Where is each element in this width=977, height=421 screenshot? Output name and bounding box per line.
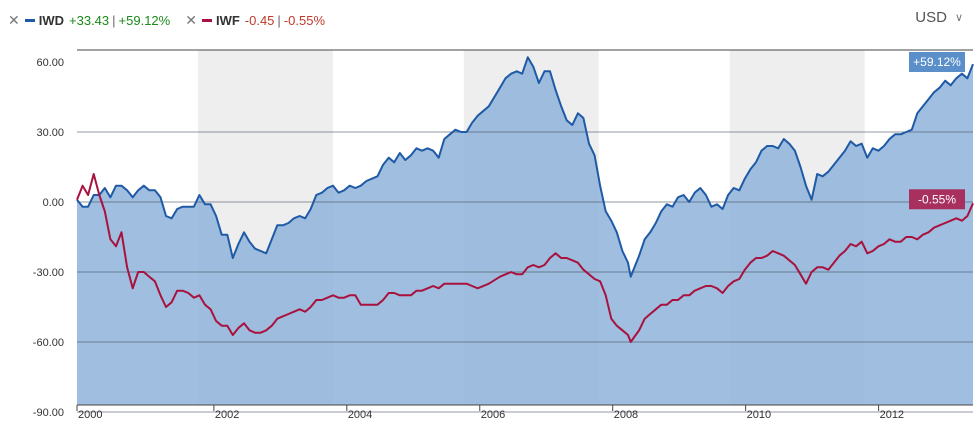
x-tick-label: 2006 bbox=[481, 409, 505, 421]
y-tick-label: -90.00 bbox=[33, 407, 64, 419]
series-line-iwd bbox=[76, 56, 974, 278]
legend-separator: | bbox=[112, 12, 116, 28]
legend-ticker-iwf: IWF bbox=[215, 12, 240, 28]
x-tick-label: 2004 bbox=[348, 409, 372, 421]
close-icon[interactable]: ✕ bbox=[8, 12, 20, 28]
end-label-iwd-box bbox=[909, 52, 965, 72]
currency-label: USD bbox=[915, 9, 947, 26]
series-line-iwf bbox=[76, 173, 974, 343]
y-tick-label: 0.00 bbox=[43, 197, 64, 209]
currency-selector[interactable]: USD ∨ bbox=[915, 9, 963, 26]
end-label-iwf-box bbox=[909, 189, 965, 210]
legend-change-iwd: +33.43 bbox=[69, 12, 110, 28]
x-tick-label: 2008 bbox=[614, 409, 638, 421]
end-label-iwd: +59.12% bbox=[913, 55, 961, 69]
close-icon[interactable]: ✕ bbox=[185, 12, 197, 28]
legend-change-iwf: -0.45 bbox=[244, 12, 275, 28]
legend-pct-iwf: -0.55% bbox=[283, 12, 326, 28]
legend-ticker-iwd: IWD bbox=[38, 12, 65, 28]
legend-swatch-iwf bbox=[201, 18, 212, 22]
x-tick-label: 2012 bbox=[880, 409, 904, 421]
chevron-down-icon: ∨ bbox=[954, 12, 963, 24]
x-tick-label: 2000 bbox=[78, 409, 102, 421]
legend-swatch-iwd bbox=[24, 18, 35, 22]
series-area-iwd bbox=[77, 57, 973, 406]
legend-item-iwf: ✕ IWF -0.45 | -0.55% bbox=[185, 13, 328, 28]
x-tick-label: 2002 bbox=[215, 409, 239, 421]
x-tick-label: 2010 bbox=[747, 409, 771, 421]
y-tick-label: 60.00 bbox=[36, 57, 64, 69]
legend-item-iwd: ✕ IWD +33.43 | +59.12% bbox=[8, 13, 173, 28]
end-label-iwf: -0.55% bbox=[918, 192, 956, 206]
y-tick-label: -60.00 bbox=[33, 337, 64, 349]
y-tick-label: -30.00 bbox=[33, 267, 64, 279]
legend-pct-iwd: +59.12% bbox=[118, 12, 171, 28]
chart-legend: ✕ IWD +33.43 | +59.12% ✕ IWF -0.45 | -0.… bbox=[8, 9, 340, 31]
legend-separator: | bbox=[277, 12, 281, 28]
y-tick-label: 30.00 bbox=[36, 127, 64, 139]
